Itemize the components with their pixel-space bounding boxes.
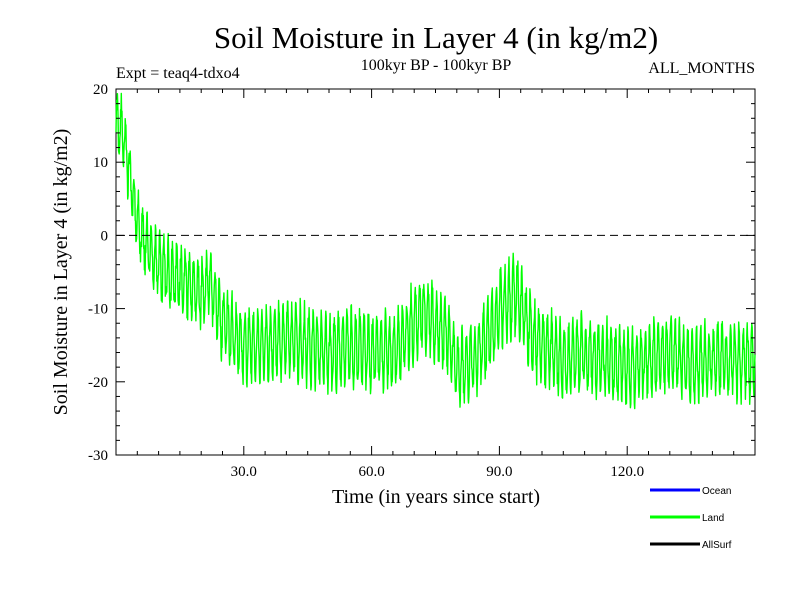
- y-tick-label: 20: [93, 82, 108, 98]
- x-tick-label: 30.0: [231, 464, 257, 480]
- series-line-land: [115, 92, 756, 410]
- y-axis-label: Soil Moisture in Layer 4 (in kg/m2): [50, 129, 72, 416]
- chart-subtitle-center: 100kyr BP - 100kyr BP: [361, 57, 512, 74]
- chart-subtitle-right: ALL_MONTHS: [648, 60, 755, 77]
- legend-label-allsurf: AllSurf: [702, 540, 732, 551]
- y-tick-label: -30: [88, 448, 108, 464]
- y-tick-label: 10: [93, 155, 108, 171]
- series-layer: [115, 92, 756, 410]
- legend-label-ocean: Ocean: [702, 486, 731, 497]
- chart-subtitle-left: Expt = teaq4-tdxo4: [116, 65, 240, 82]
- legend: Ocean Land AllSurf: [650, 486, 732, 551]
- x-tick-label: 120.0: [610, 464, 644, 480]
- y-tick-label: 0: [101, 228, 109, 244]
- chart-title: Soil Moisture in Layer 4 (in kg/m2): [214, 20, 658, 55]
- x-axis-label: Time (in years since start): [332, 486, 540, 508]
- axes-layer: 20 10 0 -10 -20 -30 30.0 60.0 90.0 120.0: [88, 82, 755, 480]
- legend-label-land: Land: [702, 513, 724, 524]
- y-tick-label: -10: [88, 302, 108, 318]
- y-tick-label: -20: [88, 375, 108, 391]
- x-tick-label: 90.0: [486, 464, 512, 480]
- x-tick-label: 60.0: [358, 464, 384, 480]
